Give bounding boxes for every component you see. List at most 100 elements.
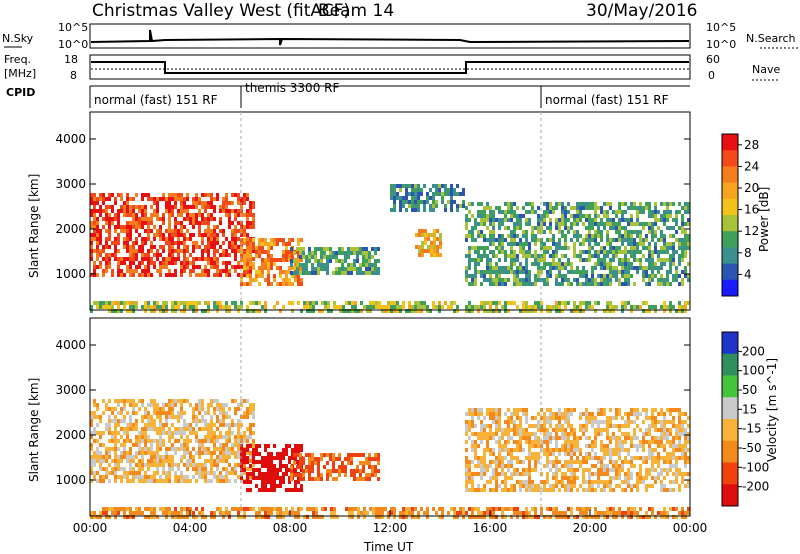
heatmap-cell-0 — [126, 197, 129, 201]
heatmap-cell-0 — [183, 225, 186, 229]
heatmap-cell-3 — [525, 436, 528, 440]
heatmap-cell-6 — [585, 301, 588, 305]
heatmap-cell-3 — [528, 488, 531, 492]
heatmap-cell-3 — [504, 448, 507, 452]
heatmap-cell-6 — [684, 309, 687, 313]
heatmap-cell-5 — [564, 210, 567, 214]
heatmap-cell-3 — [567, 468, 570, 472]
nsky-trace — [90, 29, 690, 46]
date-label: 30/May/2016 — [586, 1, 698, 21]
heatmap-cell-0 — [204, 273, 207, 277]
heatmap-cell-0 — [144, 411, 147, 415]
heatmap-cell-3 — [630, 456, 633, 460]
heatmap-cell-5 — [645, 234, 648, 238]
heatmap-cell-5 — [633, 202, 636, 206]
heatmap-cell-0 — [105, 213, 108, 217]
heatmap-cell-4 — [135, 507, 138, 511]
heatmap-cell-3 — [645, 484, 648, 488]
heatmap-cell-0 — [228, 431, 231, 435]
heatmap-cell-0 — [186, 447, 189, 451]
heatmap-cell-0 — [159, 415, 162, 419]
heatmap-cell-4 — [432, 204, 435, 208]
heatmap-cell-0 — [141, 419, 144, 423]
heatmap-cell-0 — [108, 257, 111, 261]
heatmap-cell-3 — [621, 416, 624, 420]
heatmap-cell-5 — [558, 282, 561, 286]
heatmap-cell-1 — [288, 254, 291, 258]
heatmap-cell-4 — [330, 515, 333, 519]
heatmap-cell-3 — [660, 412, 663, 416]
heatmap-cell-3 — [430, 233, 433, 237]
heatmap-cell-5 — [594, 262, 597, 266]
heatmap-cell-5 — [480, 202, 483, 206]
heatmap-cell-3 — [618, 468, 621, 472]
heatmap-cell-0 — [156, 471, 159, 475]
heatmap-cell-5 — [477, 250, 480, 254]
heatmap-cell-3 — [468, 468, 471, 472]
heatmap-cell-5 — [603, 210, 606, 214]
heatmap-cell-0 — [225, 415, 228, 419]
heatmap-cell-6 — [189, 305, 192, 309]
heatmap-cell-4 — [420, 188, 423, 192]
heatmap-cell-3 — [606, 464, 609, 468]
heatmap-cell-4 — [105, 515, 108, 519]
heatmap-cell-2 — [317, 473, 320, 477]
heatmap-cell-0 — [135, 205, 138, 209]
heatmap-cell-5 — [465, 222, 468, 226]
heatmap-cell-0 — [126, 245, 129, 249]
heatmap-cell-0 — [150, 261, 153, 265]
heatmap-cell-3 — [531, 444, 534, 448]
heatmap-cell-3 — [636, 412, 639, 416]
nsky-frame — [89, 23, 691, 49]
heatmap-cell-1 — [267, 282, 270, 286]
heatmap-cell-3 — [678, 444, 681, 448]
heatmap-cell-0 — [123, 471, 126, 475]
heatmap-cell-5 — [597, 226, 600, 230]
heatmap-cell-4 — [414, 184, 417, 188]
heatmap-cell-3 — [525, 412, 528, 416]
heatmap-cell-3 — [546, 476, 549, 480]
heatmap-cell-3 — [645, 408, 648, 412]
heatmap-cell-0 — [93, 411, 96, 415]
heatmap-cell-3 — [651, 436, 654, 440]
heatmap-cell-0 — [186, 197, 189, 201]
heatmap-cell-3 — [564, 472, 567, 476]
heatmap-cell-5 — [687, 218, 690, 222]
heatmap-cell-0 — [222, 459, 225, 463]
heatmap-cell-0 — [249, 403, 252, 407]
heatmap-cell-4 — [312, 515, 315, 519]
heatmap-cell-6 — [114, 301, 117, 305]
heatmap-cell-0 — [222, 479, 225, 483]
heatmap-cell-6 — [606, 301, 609, 305]
heatmap-cell-3 — [474, 452, 477, 456]
power-colorbar-frame — [721, 133, 739, 297]
heatmap-cell-2 — [365, 251, 368, 255]
heatmap-cell-0 — [165, 205, 168, 209]
heatmap-cell-6 — [126, 301, 129, 305]
heatmap-cell-1 — [255, 460, 258, 464]
heatmap-cell-3 — [567, 416, 570, 420]
heatmap-cell-0 — [117, 419, 120, 423]
heatmap-cell-3 — [510, 476, 513, 480]
heatmap-cell-3 — [603, 448, 606, 452]
heatmap-cell-3 — [594, 464, 597, 468]
heatmap-cell-5 — [684, 222, 687, 226]
heatmap-cell-0 — [183, 443, 186, 447]
heatmap-cell-3 — [534, 468, 537, 472]
heatmap-cell-3 — [507, 408, 510, 412]
heatmap-cell-5 — [639, 262, 642, 266]
heatmap-cell-6 — [261, 305, 264, 309]
heatmap-cell-0 — [150, 205, 153, 209]
heatmap-cell-6 — [678, 301, 681, 305]
heatmap-cell-0 — [198, 229, 201, 233]
heatmap-cell-3 — [564, 432, 567, 436]
heatmap-cell-3 — [439, 233, 442, 237]
heatmap-cell-3 — [588, 480, 591, 484]
heatmap-cell-3 — [471, 424, 474, 428]
heatmap-cell-3 — [495, 484, 498, 488]
heatmap-cell-3 — [576, 476, 579, 480]
heatmap-cell-5 — [528, 202, 531, 206]
heatmap-cell-2 — [350, 251, 353, 255]
heatmap-cell-3 — [585, 408, 588, 412]
heatmap-cell-0 — [120, 399, 123, 403]
